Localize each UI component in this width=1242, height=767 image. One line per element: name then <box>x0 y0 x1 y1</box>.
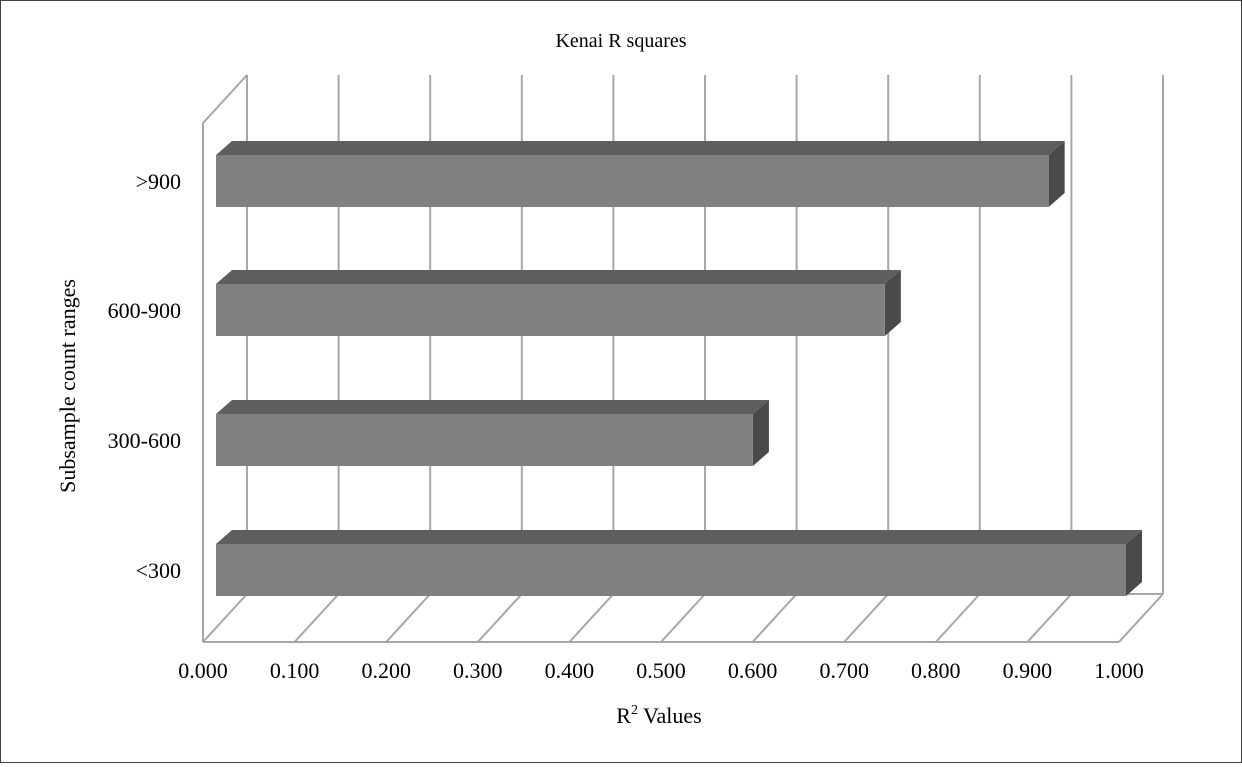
bar-side-face <box>752 400 769 466</box>
x-tick-label: 0.700 <box>819 658 869 683</box>
y-tick-label: 600-900 <box>108 298 181 323</box>
x-axis-title-sup: 2 <box>631 703 638 718</box>
bar <box>216 155 1049 207</box>
x-axis-title: R2 Values <box>616 703 701 728</box>
floor-gridline <box>751 593 798 643</box>
floor-gridline <box>202 593 248 643</box>
bar <box>216 544 1126 596</box>
bar-top-face <box>216 530 1142 544</box>
x-tick-label: 0.400 <box>545 658 595 683</box>
bar-top-face <box>216 270 901 284</box>
floor-gridline <box>1026 593 1073 643</box>
y-tick-label: <300 <box>136 558 181 583</box>
floor-gridline <box>660 593 706 643</box>
bars <box>216 141 1142 596</box>
x-tick-label: 0.900 <box>1003 658 1053 683</box>
floor-gridline <box>477 593 523 643</box>
bar-side-face <box>1126 530 1142 596</box>
x-tick-label: 1.000 <box>1094 658 1144 683</box>
bar-top-face <box>216 400 769 414</box>
y-tick-label: >900 <box>136 169 181 194</box>
floor-gridline <box>843 593 889 643</box>
x-axis-title-base: R <box>616 703 631 728</box>
bar-top-face <box>216 141 1065 155</box>
bar <box>216 284 885 336</box>
y-tick-labels: <300 300-600 600-900 >900 <box>108 169 181 583</box>
floor-gridline <box>293 593 340 643</box>
floor-gridline <box>385 593 431 643</box>
x-tick-label: 0.800 <box>911 658 961 683</box>
wall-top-edge <box>202 74 248 124</box>
x-tick-label: 0.100 <box>270 658 320 683</box>
floor-gridline <box>568 593 615 643</box>
x-tick-label: 0.500 <box>636 658 686 683</box>
bar <box>216 414 753 466</box>
floor-gridline <box>1118 593 1164 643</box>
x-tick-label: 0.000 <box>178 658 228 683</box>
y-tick-label: 300-600 <box>108 428 181 453</box>
bar-side-face <box>884 270 901 336</box>
y-axis-title: Subsample count ranges <box>55 279 80 493</box>
x-tick-labels: 0.000 0.100 0.200 0.300 0.400 0.500 0.600 0.700… <box>178 658 1144 683</box>
x-tick-label: 0.600 <box>728 658 778 683</box>
x-axis-title-rest: Values <box>638 703 702 728</box>
bar-side-face <box>1048 141 1065 207</box>
chart-title: Kenai R squares <box>555 30 686 52</box>
floor-gridline <box>935 593 981 643</box>
x-tick-label: 0.200 <box>361 658 411 683</box>
x-tick-label: 0.300 <box>453 658 503 683</box>
